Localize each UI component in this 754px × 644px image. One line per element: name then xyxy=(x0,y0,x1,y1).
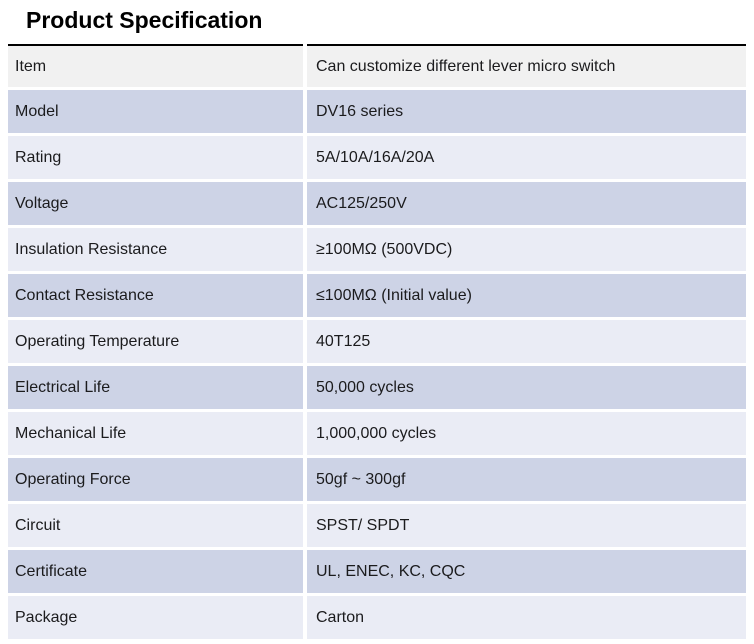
spec-label-cell: Mechanical Life xyxy=(8,412,303,455)
table-row: Rating 5A/10A/16A/20A xyxy=(8,136,746,179)
spec-value-cell: 50gf ~ 300gf xyxy=(307,458,746,501)
spec-label-cell: Contact Resistance xyxy=(8,274,303,317)
spec-value-cell: 1,000,000 cycles xyxy=(307,412,746,455)
table-row: Circuit SPST/ SPDT xyxy=(8,504,746,547)
spec-value-cell: UL, ENEC, KC, CQC xyxy=(307,550,746,593)
spec-label-cell: Rating xyxy=(8,136,303,179)
table-row: Model DV16 series xyxy=(8,90,746,133)
table-row: Operating Force 50gf ~ 300gf xyxy=(8,458,746,501)
spec-label-cell: Circuit xyxy=(8,504,303,547)
table-row: Contact Resistance ≤100MΩ (Initial value… xyxy=(8,274,746,317)
spec-label-cell: Certificate xyxy=(8,550,303,593)
table-row: Insulation Resistance ≥100MΩ (500VDC) xyxy=(8,228,746,271)
table-row: Voltage AC125/250V xyxy=(8,182,746,225)
spec-label-cell: Insulation Resistance xyxy=(8,228,303,271)
spec-value-cell: DV16 series xyxy=(307,90,746,133)
spec-value-cell: 40T125 xyxy=(307,320,746,363)
spec-label-cell: Model xyxy=(8,90,303,133)
spec-value-cell: ≤100MΩ (Initial value) xyxy=(307,274,746,317)
spec-label-cell: Voltage xyxy=(8,182,303,225)
spec-label-cell: Item xyxy=(8,44,303,87)
spec-table: Item Can customize different lever micro… xyxy=(8,44,746,639)
spec-value-cell: Carton xyxy=(307,596,746,639)
spec-value-cell: 50,000 cycles xyxy=(307,366,746,409)
spec-value-cell: AC125/250V xyxy=(307,182,746,225)
spec-value-cell: ≥100MΩ (500VDC) xyxy=(307,228,746,271)
table-row: Electrical Life 50,000 cycles xyxy=(8,366,746,409)
spec-value-cell: SPST/ SPDT xyxy=(307,504,746,547)
spec-label-cell: Package xyxy=(8,596,303,639)
spec-label-cell: Operating Force xyxy=(8,458,303,501)
table-row: Operating Temperature 40T125 xyxy=(8,320,746,363)
table-row: Package Carton xyxy=(8,596,746,639)
table-row: Certificate UL, ENEC, KC, CQC xyxy=(8,550,746,593)
spec-value-cell: 5A/10A/16A/20A xyxy=(307,136,746,179)
spec-value-cell: Can customize different lever micro swit… xyxy=(307,44,746,87)
spec-label-cell: Operating Temperature xyxy=(8,320,303,363)
spec-label-cell: Electrical Life xyxy=(8,366,303,409)
table-row: Item Can customize different lever micro… xyxy=(8,44,746,87)
page-title: Product Specification xyxy=(26,7,263,33)
table-row: Mechanical Life 1,000,000 cycles xyxy=(8,412,746,455)
